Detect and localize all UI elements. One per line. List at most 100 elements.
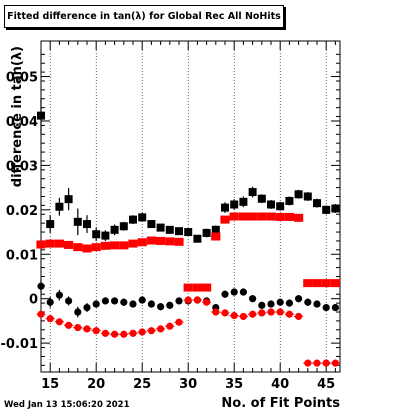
data-point: [312, 279, 322, 288]
data-point: [165, 237, 175, 246]
data-point: [36, 240, 46, 249]
data-point: [91, 243, 101, 252]
data-point: [239, 197, 248, 206]
y-tick-label: -0.01: [1, 337, 38, 352]
data-point: [331, 303, 339, 312]
data-point: [74, 308, 82, 316]
data-point: [73, 217, 82, 226]
data-point: [65, 297, 73, 305]
data-point: [110, 241, 120, 250]
data-point: [192, 283, 202, 292]
data-point: [276, 298, 284, 306]
data-point: [46, 220, 55, 229]
data-point: [220, 215, 230, 224]
data-point: [73, 243, 83, 252]
data-point: [257, 194, 266, 203]
data-point: [156, 236, 166, 245]
data-point: [46, 298, 54, 306]
data-point: [303, 279, 313, 288]
data-point: [248, 188, 257, 197]
data-point: [175, 297, 183, 305]
x-tick-label: 35: [225, 377, 243, 392]
x-tick-label: 40: [271, 377, 289, 392]
data-point: [322, 303, 330, 312]
y-tick-label: 0.04: [6, 115, 38, 130]
data-point: [275, 212, 285, 221]
data-point: [119, 241, 129, 250]
data-point: [82, 244, 92, 253]
data-point: [147, 220, 156, 229]
data-point: [294, 190, 303, 199]
y-tick-label: 0.02: [6, 204, 38, 219]
data-point: [111, 297, 119, 305]
data-point: [37, 282, 45, 290]
data-point: [322, 205, 331, 214]
data-point: [276, 202, 285, 211]
data-point: [55, 291, 64, 299]
data-point: [331, 204, 340, 213]
y-tick-label: 0.03: [6, 159, 38, 174]
data-point: [221, 203, 229, 212]
data-point: [101, 297, 109, 305]
data-point: [156, 223, 165, 232]
data-point: [175, 227, 183, 236]
y-axis-label: difference in tan(λ): [10, 46, 25, 187]
data-point: [92, 300, 100, 308]
data-point: [64, 195, 73, 204]
data-point: [128, 239, 138, 248]
data-point: [258, 301, 266, 309]
data-point: [138, 296, 146, 304]
x-tick-label: 45: [317, 377, 335, 392]
data-point: [100, 241, 110, 250]
data-point: [295, 295, 303, 303]
data-point: [284, 212, 294, 221]
data-point: [330, 279, 340, 288]
data-point: [230, 200, 239, 209]
data-point: [129, 300, 137, 308]
data-point: [146, 236, 156, 245]
data-point: [294, 213, 304, 222]
data-point: [92, 230, 101, 239]
x-axis-label: No. of Fit Points: [221, 396, 340, 411]
data-point: [321, 279, 331, 288]
y-tick-label: 0.01: [6, 248, 38, 263]
chart-title: Fitted difference in tan(λ) for Global R…: [4, 5, 284, 28]
data-point: [221, 290, 229, 298]
data-point: [165, 225, 174, 234]
data-point: [229, 212, 239, 221]
data-point: [211, 225, 220, 234]
data-point: [267, 200, 275, 209]
y-tick-label: 0.05: [6, 71, 38, 86]
data-point: [285, 299, 293, 307]
data-point: [230, 288, 238, 296]
data-point: [174, 237, 184, 246]
data-point: [55, 202, 64, 211]
data-point: [211, 232, 221, 241]
data-point: [248, 212, 258, 221]
data-point: [313, 199, 321, 208]
data-point: [137, 238, 147, 247]
x-tick-label: 30: [179, 377, 197, 392]
timestamp: Wed Jan 13 15:06:20 2021: [4, 400, 130, 410]
data-point: [120, 298, 128, 306]
data-point: [157, 303, 165, 311]
x-tick-label: 15: [41, 377, 59, 392]
data-point: [166, 301, 174, 309]
data-point: [101, 231, 110, 240]
data-point: [129, 215, 137, 224]
data-point: [83, 220, 91, 229]
data-point: [202, 283, 212, 292]
data-point: [183, 283, 193, 292]
data-point: [303, 192, 312, 201]
data-point: [313, 300, 321, 308]
x-tick-label: 20: [87, 377, 105, 392]
data-point: [110, 225, 119, 234]
data-point: [147, 300, 155, 308]
data-point: [266, 212, 276, 221]
data-point: [37, 111, 45, 120]
data-point: [64, 240, 74, 249]
data-point: [304, 298, 312, 306]
data-point: [202, 228, 211, 237]
data-point: [119, 222, 128, 231]
